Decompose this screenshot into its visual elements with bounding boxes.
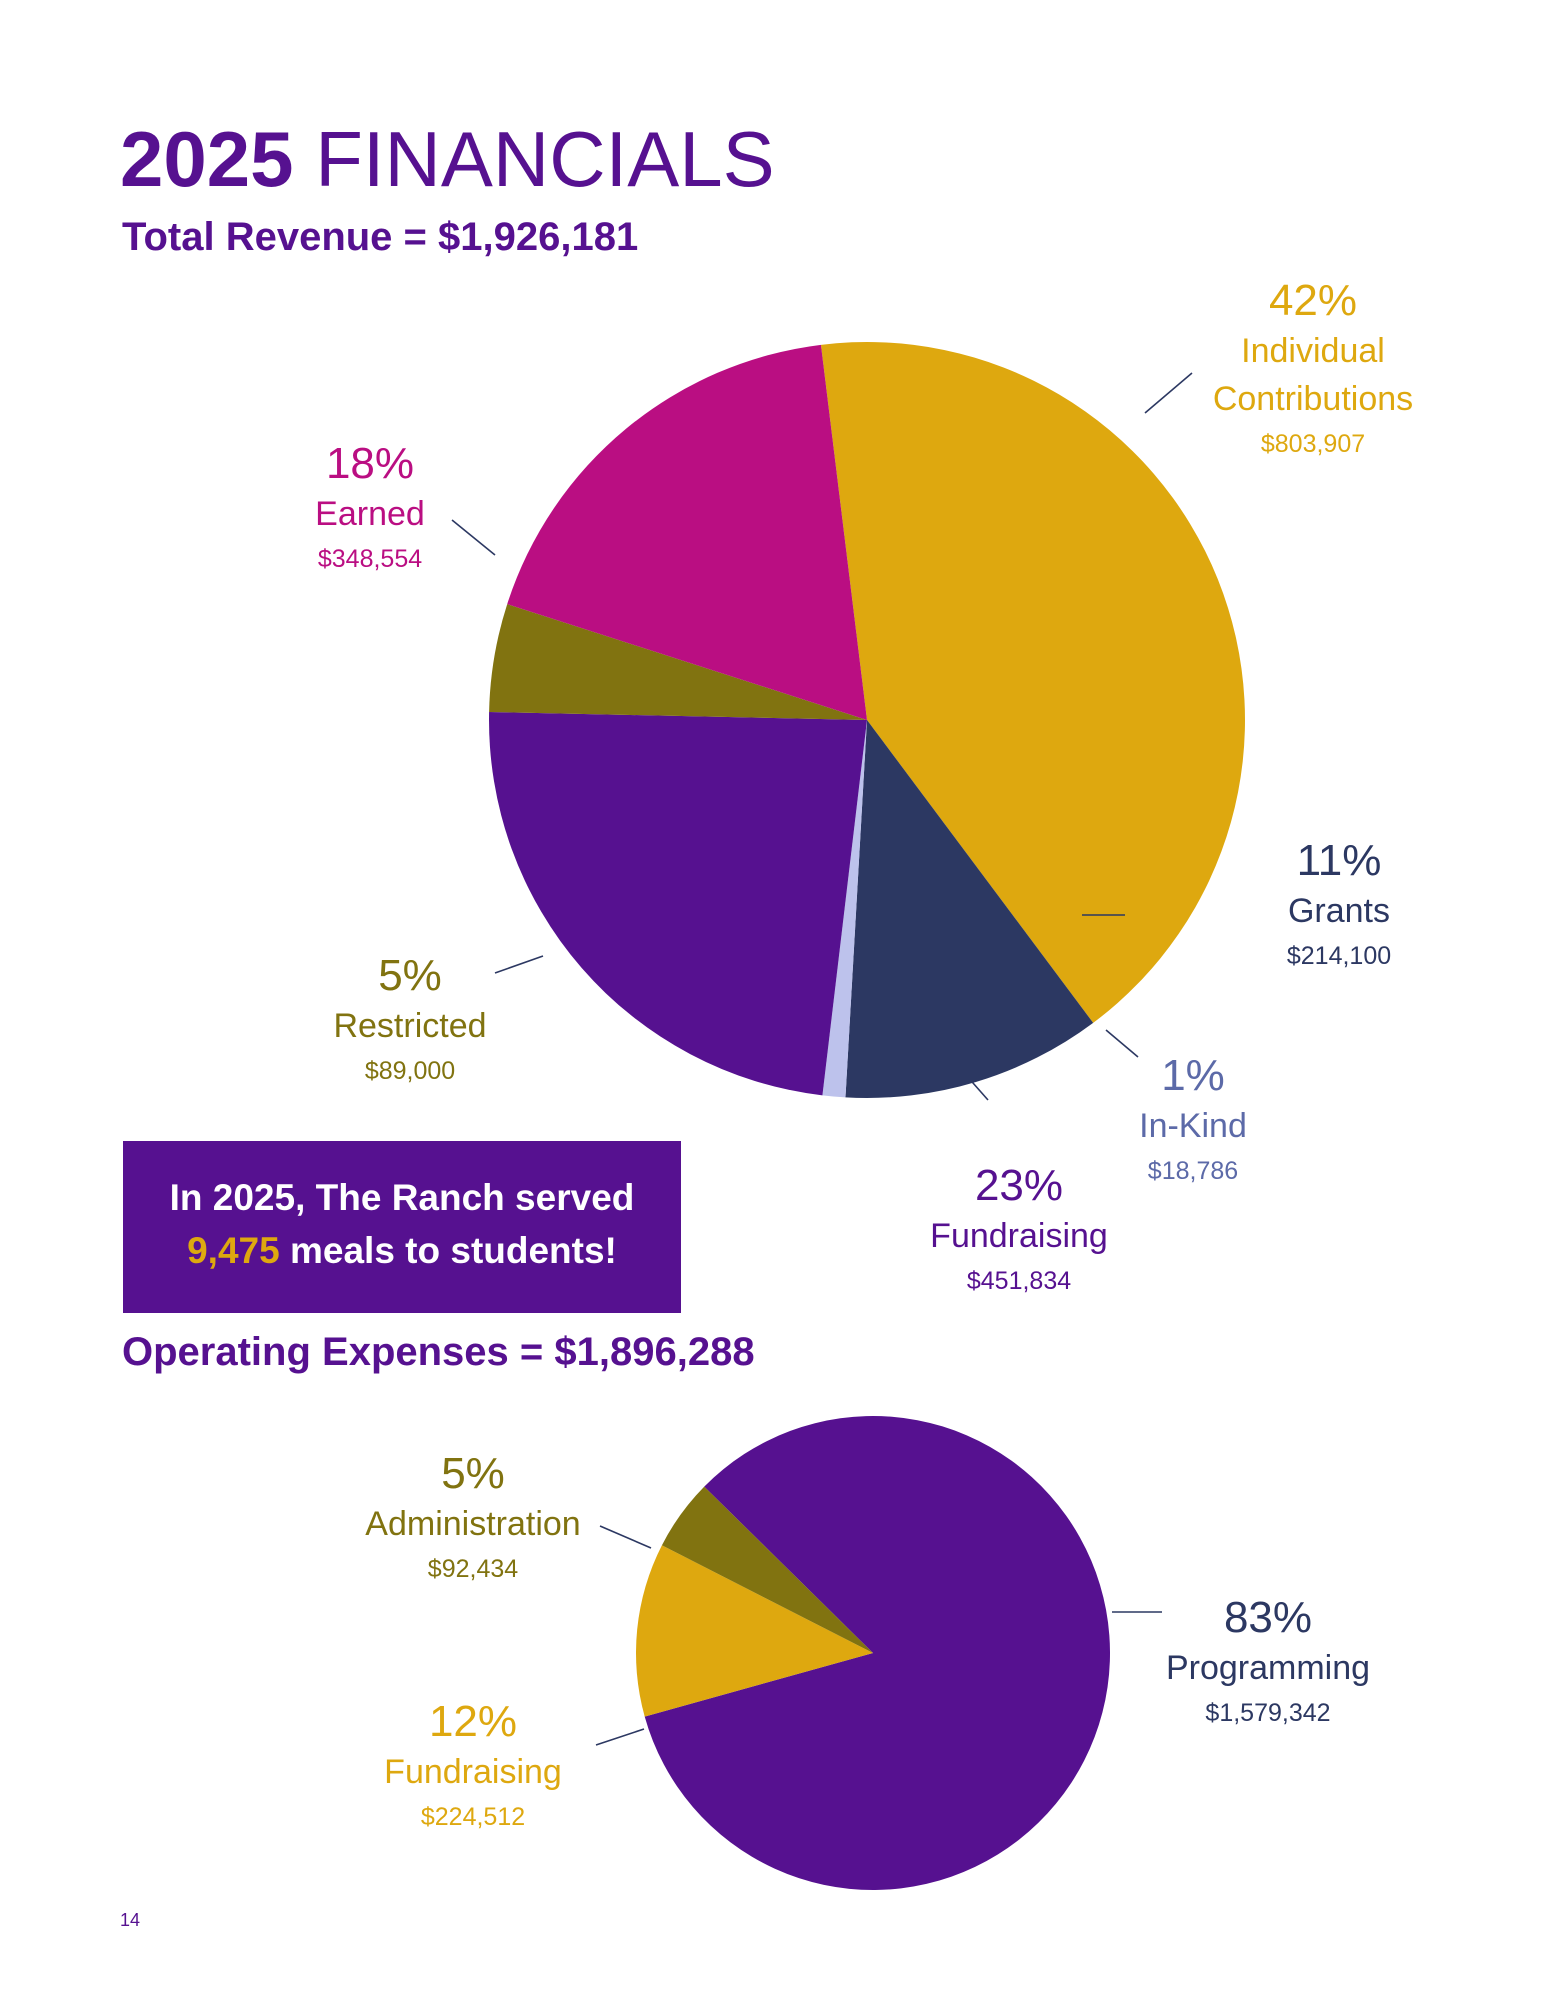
expenses-fundraising-name: Fundraising xyxy=(384,1753,562,1791)
revenue-leader-line-earned xyxy=(1105,1029,1139,1058)
expenses-fundraising-amount: $224,512 xyxy=(420,1803,526,1831)
expenses-slice-fundraising xyxy=(636,1545,873,1717)
expenses-label-fundraising: 12% Fundraising $224,512 xyxy=(384,1696,562,1838)
revenue-restricted-percent: 5% xyxy=(378,951,442,1000)
expenses-leader-line-fundraising xyxy=(595,1728,645,1746)
expenses-label-programming: 83% Programming $1,579,342 xyxy=(1166,1592,1370,1734)
expenses-label-administration: 5% Administration $92,434 xyxy=(365,1448,580,1590)
revenue-fundraising-name: Fundraising xyxy=(930,1217,1108,1255)
expenses-administration-amount: $92,434 xyxy=(427,1555,519,1583)
revenue-leader-line-individual-contributions xyxy=(1144,372,1193,414)
revenue-restricted-name: Restricted xyxy=(333,1007,487,1045)
revenue-slice-restricted xyxy=(489,604,867,720)
expenses-slice-administration xyxy=(661,1486,873,1653)
title-year: 2025 xyxy=(120,115,294,203)
revenue-grants-name: Grants xyxy=(1287,892,1391,930)
callout-line-1: In 2025, The Ranch served xyxy=(169,1177,635,1218)
expenses-fundraising-percent: 12% xyxy=(428,1697,518,1746)
revenue-restricted-amount: $89,000 xyxy=(364,1057,456,1085)
revenue-label-fundraising: 23% Fundraising $451,834 xyxy=(930,1160,1108,1302)
revenue-individual-contributions-name: Individual xyxy=(1241,332,1385,370)
expenses-leader-line-administration xyxy=(599,1525,652,1549)
meals-count: 9,475 xyxy=(187,1230,280,1271)
revenue-slice-fundraising xyxy=(489,711,867,1096)
expenses-administration-percent: 5% xyxy=(441,1449,505,1498)
revenue-label-restricted: 5% Restricted $89,000 xyxy=(333,950,486,1092)
revenue-chart-title: Total Revenue = $1,926,181 xyxy=(122,215,639,259)
revenue-slice-in-kind xyxy=(822,720,867,1098)
revenue-leader-line-fundraising xyxy=(494,955,544,974)
revenue-slice-earned xyxy=(507,344,867,720)
revenue-label-grants: 11% Grants $214,100 xyxy=(1287,835,1391,977)
revenue-in-kind-amount: $18,786 xyxy=(1147,1157,1239,1185)
revenue-leader-line-restricted xyxy=(957,1065,989,1101)
callout-line-2: 9,475 meals to students! xyxy=(123,1224,681,1277)
title-word: FINANCIALS xyxy=(315,115,775,203)
revenue-grants-percent: 11% xyxy=(1296,836,1382,885)
revenue-slice-individual-contributions xyxy=(820,342,1245,1023)
meals-callout: In 2025, The Ranch served 9,475 meals to… xyxy=(123,1141,681,1313)
revenue-individual-contributions-amount: $803,907 xyxy=(1260,430,1366,458)
revenue-earned-amount: $348,554 xyxy=(317,545,423,573)
expenses-chart-title: Operating Expenses = $1,896,288 xyxy=(122,1330,755,1374)
revenue-in-kind-percent: 1% xyxy=(1161,1051,1225,1100)
revenue-in-kind-name: In-Kind xyxy=(1139,1107,1247,1145)
revenue-fundraising-percent: 23% xyxy=(974,1161,1064,1210)
expenses-programming-amount: $1,579,342 xyxy=(1205,1699,1331,1727)
revenue-slice-grants xyxy=(845,720,1094,1099)
callout-line-2-text: meals to students! xyxy=(289,1230,617,1271)
revenue-pie-chart xyxy=(451,342,1245,1101)
page-title: 2025 FINANCIALS xyxy=(120,120,775,198)
page-number: 14 xyxy=(120,1910,141,1930)
expenses-programming-name: Programming xyxy=(1165,1649,1371,1687)
revenue-earned-percent: 18% xyxy=(325,439,415,488)
revenue-individual-contributions-name-line-2: Contributions xyxy=(1212,380,1414,418)
revenue-individual-contributions-percent: 42% xyxy=(1268,276,1358,325)
revenue-leader-line-grants xyxy=(451,519,496,556)
expenses-slice-programming xyxy=(644,1415,1111,1890)
revenue-label-in-kind: 1% In-Kind $18,786 xyxy=(1139,1050,1247,1192)
expenses-programming-percent: 83% xyxy=(1223,1593,1313,1642)
revenue-label-individual-contributions: 42% Individual Contributions $803,907 xyxy=(1213,275,1413,465)
expenses-administration-name: Administration xyxy=(365,1505,581,1543)
revenue-fundraising-amount: $451,834 xyxy=(966,1267,1072,1295)
revenue-label-earned: 18% Earned $348,554 xyxy=(315,438,425,580)
revenue-earned-name: Earned xyxy=(315,495,425,533)
revenue-grants-amount: $214,100 xyxy=(1286,942,1392,970)
